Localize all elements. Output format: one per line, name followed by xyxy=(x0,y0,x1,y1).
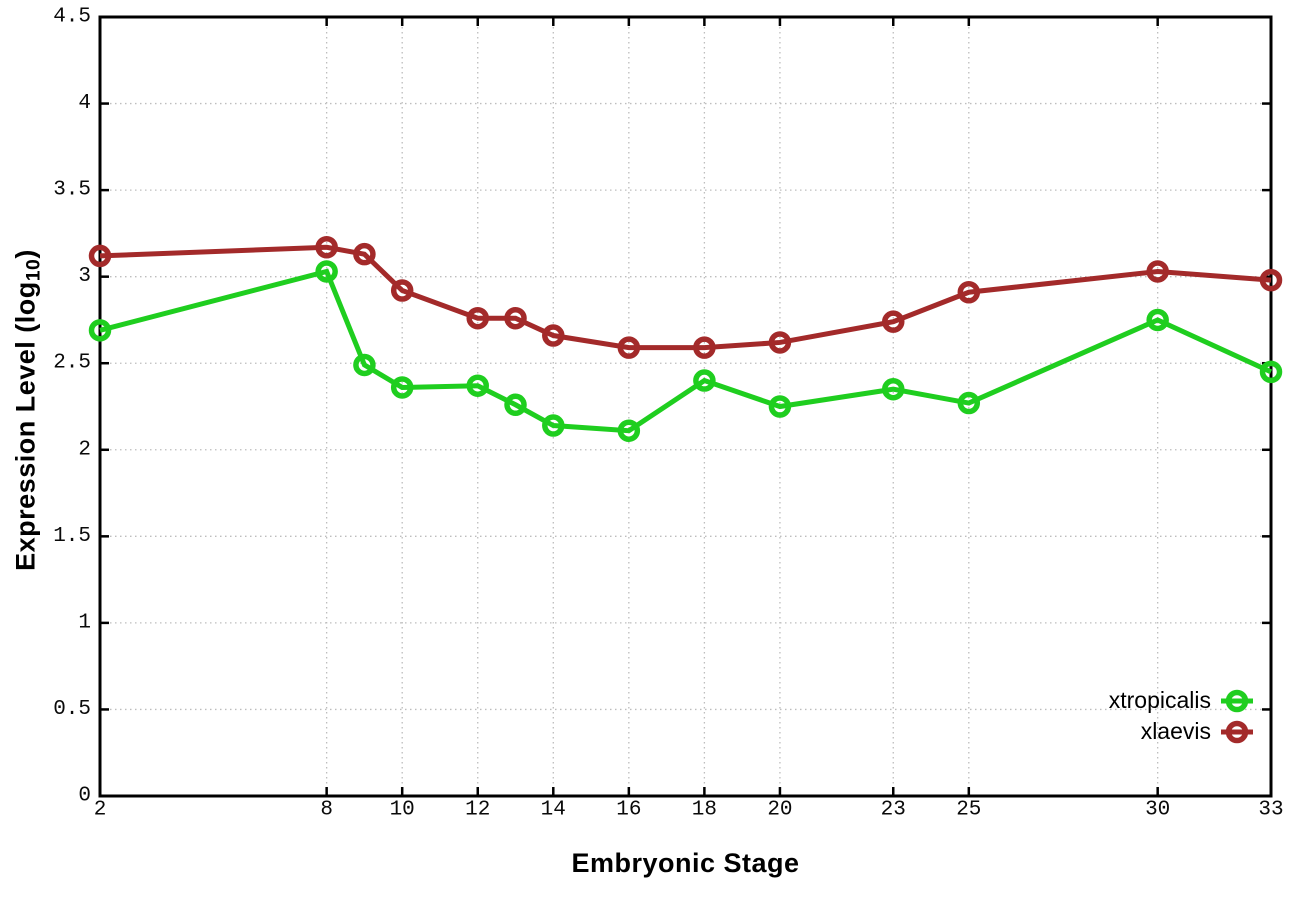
x-tick-label: 8 xyxy=(320,799,333,822)
x-tick-label: 23 xyxy=(881,799,906,822)
y-axis-title-subscript: 10 xyxy=(22,258,45,282)
plot-border xyxy=(98,15,1273,798)
y-tick-label: 1.5 xyxy=(53,525,91,548)
data-point-xtropicalis xyxy=(542,414,565,437)
data-point-xtropicalis xyxy=(466,374,489,397)
x-tick-label: 12 xyxy=(465,799,490,822)
data-point-xlaevis xyxy=(466,306,489,330)
x-tick-label: 25 xyxy=(956,799,981,822)
data-point-xtropicalis xyxy=(1146,308,1169,332)
legend-line-point-icon xyxy=(1221,720,1253,743)
x-tick-label: 10 xyxy=(390,799,415,822)
data-point-xtropicalis xyxy=(1259,360,1283,384)
y-tick-label: 4 xyxy=(78,92,91,115)
legend-item-xlaevis: xlaevis xyxy=(1109,716,1254,747)
data-point-xlaevis xyxy=(617,336,641,359)
data-point-xtropicalis xyxy=(390,376,414,399)
legend-line-point-icon xyxy=(1221,689,1253,712)
x-tick-label: 18 xyxy=(692,799,717,822)
data-point-xtropicalis xyxy=(882,377,905,401)
y-axis-title-close: ) xyxy=(10,249,41,259)
data-point-xlaevis xyxy=(693,336,716,359)
data-point-xlaevis xyxy=(768,331,792,354)
data-point-xlaevis xyxy=(504,306,527,330)
y-tick-label: 2.5 xyxy=(53,352,91,375)
data-point-xtropicalis xyxy=(957,391,981,415)
data-point-xlaevis xyxy=(1259,268,1283,292)
legend: xtropicalis xlaevis xyxy=(1109,685,1254,747)
data-point-xlaevis xyxy=(1146,260,1169,283)
data-point-xlaevis xyxy=(882,310,905,333)
data-point-xtropicalis xyxy=(353,353,376,377)
y-axis-title: Expression Level (log10) xyxy=(10,249,45,571)
x-tick-label: 16 xyxy=(616,799,641,822)
data-point-xlaevis xyxy=(390,279,414,302)
legend-sample-point xyxy=(1225,689,1249,712)
data-point-xlaevis xyxy=(542,324,565,347)
data-point-xlaevis xyxy=(957,280,981,304)
data-point-xtropicalis xyxy=(617,419,641,442)
data-point-xlaevis xyxy=(353,242,376,266)
y-tick-label: 1 xyxy=(78,611,91,634)
x-tick-label: 2 xyxy=(94,799,107,822)
series-line-xlaevis xyxy=(99,244,1272,351)
y-tick-label: 3 xyxy=(78,265,91,288)
data-point-xlaevis xyxy=(315,235,338,259)
legend-item-xtropicalis: xtropicalis xyxy=(1109,685,1254,716)
x-tick-label: 33 xyxy=(1258,799,1283,822)
y-tick-label: 2 xyxy=(78,438,91,461)
series-line-xtropicalis xyxy=(99,268,1273,434)
y-tick-label: 3.5 xyxy=(53,179,91,202)
x-tick-label: 14 xyxy=(541,799,566,822)
data-point-xtropicalis xyxy=(768,395,792,418)
legend-label-xlaevis: xlaevis xyxy=(1140,718,1211,744)
y-tick-label: 0.5 xyxy=(53,698,91,721)
y-tick-label: 4.5 xyxy=(53,6,91,29)
data-point-xlaevis xyxy=(88,244,112,268)
legend-label-xtropicalis: xtropicalis xyxy=(1108,687,1211,713)
legend-sample-point xyxy=(1225,720,1249,743)
data-point-xtropicalis xyxy=(88,319,112,342)
data-point-xtropicalis xyxy=(504,393,527,417)
y-axis-title-text: Expression Level (log xyxy=(10,281,41,571)
x-tick-label: 30 xyxy=(1145,799,1170,822)
data-point-xtropicalis xyxy=(315,260,338,283)
y-tick-label: 0 xyxy=(78,785,91,808)
x-axis-title: Embryonic Stage xyxy=(571,848,800,878)
x-tick-label: 20 xyxy=(767,799,792,822)
data-point-xtropicalis xyxy=(693,369,716,392)
